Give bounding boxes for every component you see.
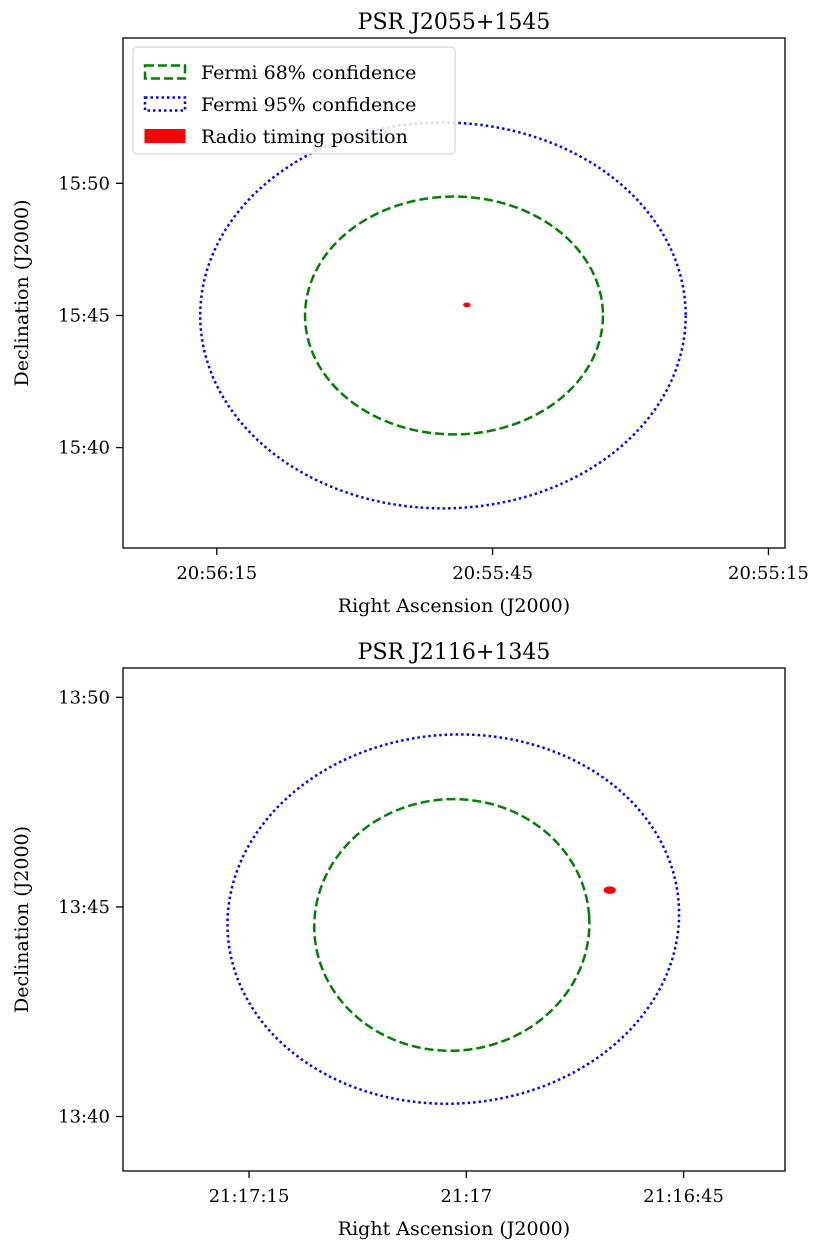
panel-1: PSR J2055+1545 20:56:15 20:55:45 20:55:15 15… <box>11 10 809 617</box>
panel-2: PSR J2116+1345 21:17:15 21:17 21:16:45 13:40… <box>11 640 786 1240</box>
axes-frame-1 <box>122 37 786 549</box>
legend-label-1: Fermi 95% confidence <box>201 94 416 116</box>
y-tick-label-2-2: 13:50 <box>58 687 110 708</box>
plot-area-1 <box>198 121 687 510</box>
legend-handle-68 <box>143 64 187 80</box>
fermi-95-ellipse-1 <box>198 121 687 510</box>
fermi-68-ellipse-1 <box>303 195 605 436</box>
fermi-95-ellipse-2 <box>226 733 681 1105</box>
x-tick-label-2-2: 21:16:45 <box>643 1186 724 1207</box>
y-axis-label-1: Declination (J2000) <box>11 199 33 386</box>
chart-title-2: PSR J2116+1345 <box>358 640 551 665</box>
x-tick-label-1-1: 20:55:45 <box>452 563 533 584</box>
fermi-68-ellipse-2 <box>313 797 591 1053</box>
y-tick-label-2-1: 13:45 <box>58 897 110 918</box>
x-axis-label-2: Right Ascension (J2000) <box>338 1218 570 1240</box>
y-tick-label-2-0: 13:40 <box>58 1107 110 1128</box>
axes-frame-2 <box>122 667 786 1172</box>
plot-area-2 <box>226 733 681 1105</box>
legend-box <box>132 46 456 155</box>
legend-handle-95 <box>143 96 187 112</box>
y-tick-label-1-2: 15:50 <box>58 173 110 194</box>
y-tick-label-1-0: 15:40 <box>58 438 110 459</box>
legend-handle-radio <box>144 129 186 143</box>
x-tick-label-2-1: 21:17 <box>440 1186 492 1207</box>
x-axis-label-1: Right Ascension (J2000) <box>338 595 570 617</box>
legend-label-0: Fermi 68% confidence <box>201 62 416 84</box>
radio-position-marker-2 <box>603 886 616 894</box>
x-tick-label-1-0: 20:56:15 <box>176 563 257 584</box>
chart-title-1: PSR J2055+1545 <box>358 10 551 35</box>
x-tick-label-1-2: 20:55:15 <box>728 563 809 584</box>
legend: Fermi 68% confidence Fermi 95% confidence… <box>132 46 456 155</box>
radio-position-marker-1 <box>463 302 471 308</box>
y-axis-label-2: Declination (J2000) <box>11 826 33 1013</box>
legend-label-2: Radio timing position <box>201 126 408 148</box>
x-tick-label-2-0: 21:17:15 <box>209 1186 290 1207</box>
y-tick-label-1-1: 15:45 <box>58 305 110 326</box>
